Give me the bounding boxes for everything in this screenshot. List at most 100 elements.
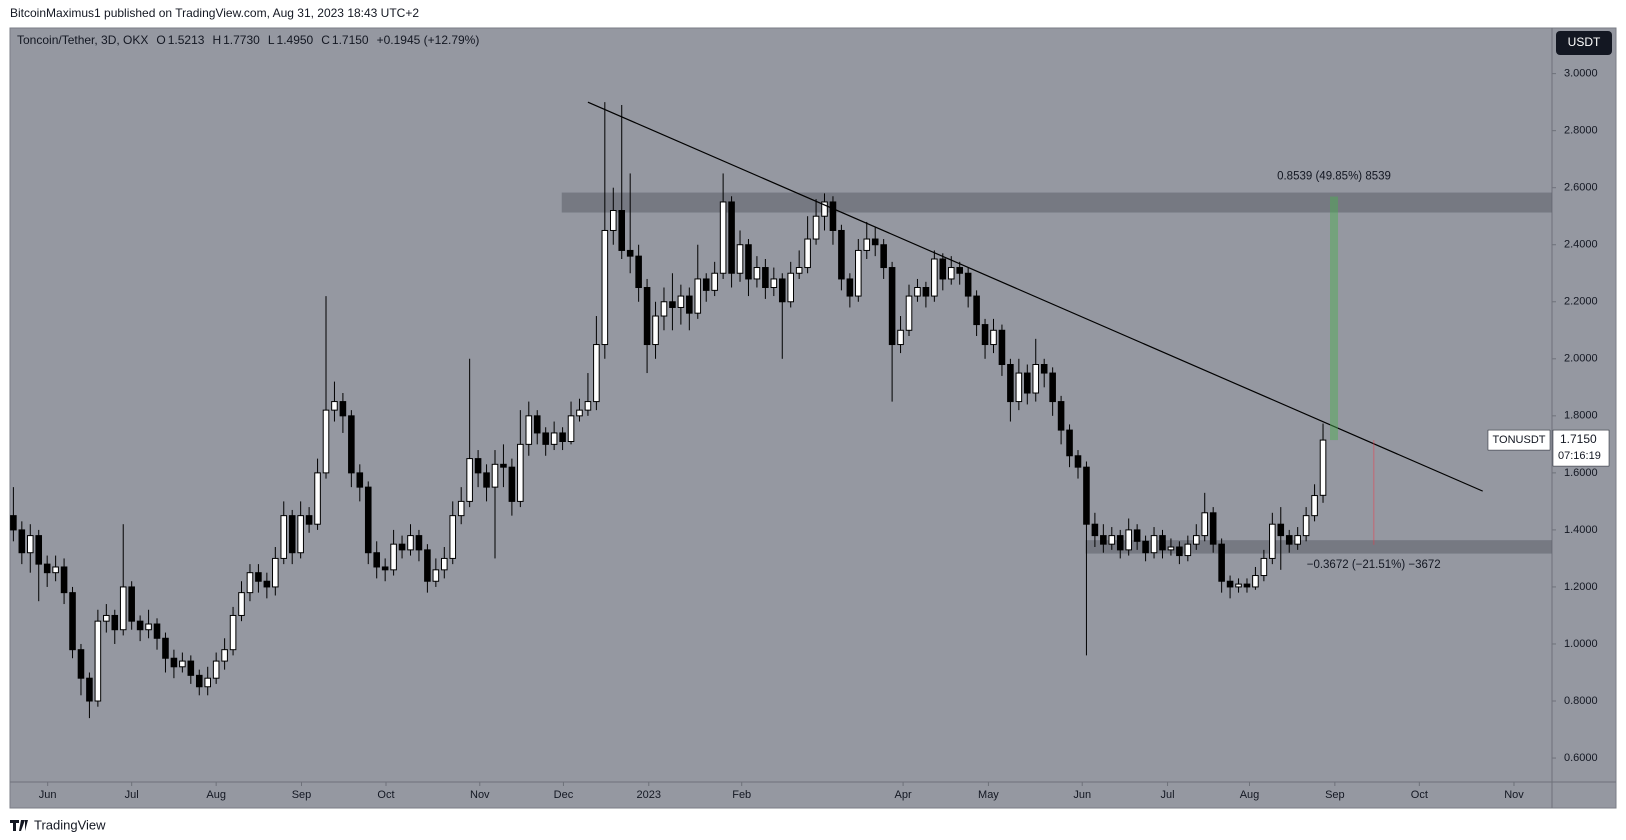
candle-body xyxy=(136,620,144,631)
candle-body xyxy=(1032,364,1040,394)
candle-body xyxy=(77,649,85,679)
candle-body xyxy=(1184,543,1192,557)
candle-body xyxy=(457,500,465,517)
candle-body xyxy=(322,409,330,474)
candle-body xyxy=(1125,529,1132,551)
candle-body xyxy=(162,637,169,659)
symbol-tag xyxy=(1487,429,1551,451)
candle-body xyxy=(660,301,668,317)
candle-body xyxy=(888,267,896,346)
credit: BitcoinMaximus1 published on TradingView… xyxy=(10,6,419,20)
x-tick-label: Aug xyxy=(1240,789,1260,801)
candle-body xyxy=(956,267,963,274)
candle-body xyxy=(795,267,803,274)
x-tick-label: Jul xyxy=(125,789,139,801)
candle-body xyxy=(1311,495,1318,517)
candle-body xyxy=(69,592,76,651)
candle-body xyxy=(26,535,34,554)
candle-body xyxy=(1007,364,1014,403)
candle-body xyxy=(364,486,372,554)
y-tick-label: 2.4000 xyxy=(1564,239,1598,251)
ohlc-value: 1.4950 xyxy=(277,33,314,47)
candle-body xyxy=(195,674,203,688)
candle-body xyxy=(449,515,457,559)
candle-body xyxy=(1057,401,1065,431)
candle-body xyxy=(711,272,718,291)
candle-body xyxy=(1201,512,1209,537)
candle-body xyxy=(398,543,406,551)
currency[interactable]: USDT xyxy=(1568,35,1601,49)
candle-body xyxy=(778,278,786,303)
candle-body xyxy=(905,295,913,331)
candle-body xyxy=(871,238,879,246)
candle-body xyxy=(390,543,397,571)
candle-body xyxy=(821,201,828,217)
candle-body xyxy=(339,401,347,417)
x-tick-label: 2023 xyxy=(637,789,661,801)
ohlc-value: 1.7730 xyxy=(223,33,260,47)
ohlc-key: O xyxy=(156,33,165,47)
candle-body xyxy=(280,515,288,559)
candle-body xyxy=(424,549,431,582)
candle-body xyxy=(1218,543,1225,582)
candle-body xyxy=(559,432,566,443)
x-tick-label: Nov xyxy=(1504,789,1524,801)
candle-body xyxy=(1150,535,1158,554)
candle-body xyxy=(897,329,904,346)
candle-body xyxy=(314,472,321,525)
overlay: Toncoin/Tether, 3D, OKX O 1.5213 H 1.7730 L 1.… xyxy=(17,33,1610,801)
candle-body xyxy=(914,287,921,297)
candle-body xyxy=(1192,535,1200,545)
ohlc-value: 1.7150 xyxy=(332,33,369,47)
candle-body xyxy=(10,515,17,531)
candle-body xyxy=(43,563,51,574)
candle-body xyxy=(145,623,152,631)
candle-body xyxy=(187,660,195,676)
candle-body xyxy=(973,295,980,326)
candle-body xyxy=(18,529,26,554)
ohlc-value: 1.5213 xyxy=(168,33,205,47)
candle-body xyxy=(1015,372,1023,403)
candle-body xyxy=(415,535,423,551)
candle-body xyxy=(86,677,93,702)
candle-body xyxy=(111,614,119,631)
candle-body xyxy=(474,458,482,474)
candle-body xyxy=(1142,540,1149,554)
candle-body xyxy=(576,409,583,417)
candle-body xyxy=(880,244,887,269)
candle-body xyxy=(1024,372,1031,394)
plot-area xyxy=(10,101,1552,719)
candle-body xyxy=(381,566,389,571)
candle-body xyxy=(846,278,854,297)
candle-body xyxy=(787,272,795,303)
candle-body xyxy=(1091,523,1099,537)
trendline xyxy=(587,101,1483,492)
candle-body xyxy=(441,557,448,571)
currency-button[interactable] xyxy=(1556,31,1612,55)
candle-body xyxy=(770,278,778,289)
candle-body xyxy=(356,472,364,488)
candle-body xyxy=(745,244,752,280)
candle-body xyxy=(500,463,507,468)
candle-body xyxy=(931,258,938,297)
candle-body xyxy=(804,238,811,269)
candle-body xyxy=(204,677,212,688)
candle-body xyxy=(305,515,313,525)
chart-panel xyxy=(9,27,1617,809)
x-tick-label: Jun xyxy=(1073,789,1091,801)
candle-body xyxy=(1074,455,1082,468)
candle-body xyxy=(728,201,735,274)
candle-body xyxy=(1133,529,1141,542)
candle-body xyxy=(1116,535,1124,551)
candle-body xyxy=(1285,535,1293,545)
candle-body xyxy=(947,267,955,280)
candle-body xyxy=(1108,535,1116,545)
candle-body xyxy=(626,249,634,257)
candle-body xyxy=(119,586,127,631)
candle-body xyxy=(939,258,947,280)
y-tick-label: 0.8000 xyxy=(1564,695,1598,707)
candle-body xyxy=(229,614,237,651)
candle-body xyxy=(1100,535,1107,545)
candle-body xyxy=(1235,583,1242,588)
